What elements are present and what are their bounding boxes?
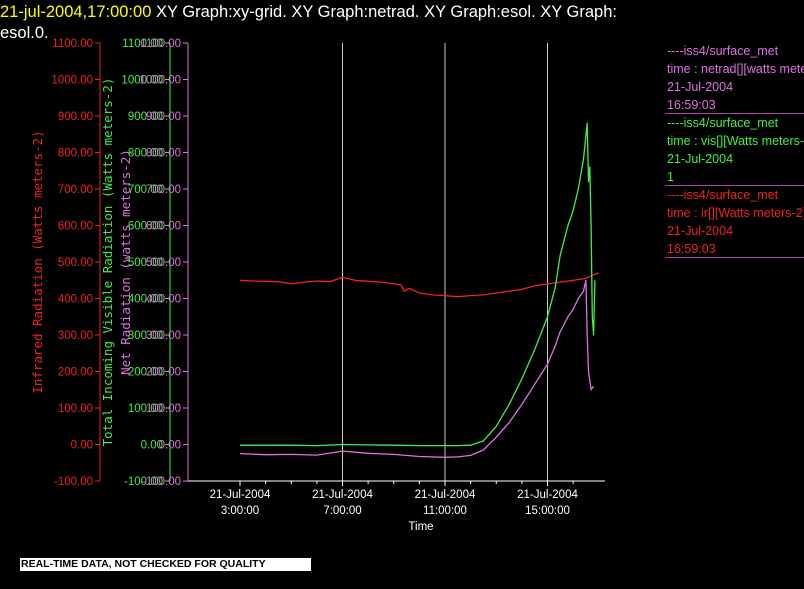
y-tick-label: 500.00: [128, 257, 163, 269]
y-tick-label: 100.00: [146, 403, 181, 415]
legend-entry-line: ----iss4/surface_met: [667, 188, 779, 202]
y-tick-label: 1000.00: [139, 75, 181, 87]
y-tick-label: 100.00: [128, 403, 163, 415]
y-tick-label: 900.00: [146, 111, 181, 123]
y-tick-label: 700.00: [146, 184, 181, 196]
quality-notice: REAL-TIME DATA, NOT CHECKED FOR QUALITY: [20, 558, 311, 571]
y-tick-label: 400.00: [146, 294, 181, 306]
y-tick-label: 600.00: [58, 221, 93, 233]
legend-entry-line: 16:59:03: [667, 98, 716, 112]
series-vis-line: [240, 122, 596, 447]
x-tick-time: 7:00:00: [323, 505, 361, 517]
y-tick-label: -100.00: [54, 476, 93, 488]
y-tick-label: 0.00: [71, 440, 93, 452]
y-axis-title: Infrared Radiation (Watts meters-2): [30, 130, 45, 393]
y-tick-label: 0.00: [159, 440, 181, 452]
y-tick-label: 400.00: [128, 294, 163, 306]
y-tick-label: 300.00: [58, 330, 93, 342]
legend-entry-line: 21-Jul-2004: [667, 80, 734, 94]
x-tick-time: 3:00:00: [221, 505, 259, 517]
y-tick-label: 700.00: [128, 184, 163, 196]
x-tick-date: 21-Jul-2004: [312, 489, 373, 501]
y-tick-label: 0.00: [141, 440, 163, 452]
y-tick-label: 400.00: [58, 294, 93, 306]
x-tick-date: 21-Jul-2004: [517, 489, 578, 501]
x-tick-date: 21-Jul-2004: [210, 489, 271, 501]
y-tick-label: 200.00: [58, 367, 93, 379]
y-tick-label: 500.00: [146, 257, 181, 269]
y-tick-label: 300.00: [128, 330, 163, 342]
y-tick-label: -100.00: [124, 476, 163, 488]
y-tick-label: -100.00: [142, 476, 181, 488]
legend-separator: [665, 113, 804, 114]
y-tick-label: 200.00: [128, 367, 163, 379]
y-tick-label: 300.00: [146, 330, 181, 342]
legend-entry-line: ----iss4/surface_met: [667, 44, 779, 58]
y-tick-label: 800.00: [58, 148, 93, 160]
y-axis-title: Net Radiation (watts meters-2): [118, 149, 133, 375]
y-tick-label: 1100.00: [140, 38, 181, 50]
y-tick-label: 600.00: [128, 221, 163, 233]
y-tick-label: 1000.00: [51, 75, 93, 87]
legend-separator: [665, 185, 804, 186]
y-tick-label: 1100.00: [52, 38, 93, 50]
x-tick-date: 21-Jul-2004: [415, 489, 476, 501]
legend-entry-line: 16:59:03: [667, 242, 716, 256]
graph-titles: XY Graph:xy-grid. XY Graph:netrad. XY Gr…: [151, 3, 617, 21]
legend-entry-line: ----iss4/surface_met: [667, 116, 779, 130]
y-tick-label: 1000.00: [121, 75, 163, 87]
timestamp: 21-jul-2004,17:00:00: [0, 3, 152, 21]
y-tick-label: 500.00: [58, 257, 93, 269]
y-tick-label: 1100.00: [122, 38, 163, 50]
legend-entry-line: time : vis[][Watts meters-2]: [667, 134, 804, 148]
legend-entry-line: time : netrad[][watts meters-2]: [667, 62, 804, 76]
y-axis-title: Total Incoming Visible Radiation (Watts …: [100, 78, 115, 447]
legend-entry-line: 1: [667, 170, 674, 184]
legend-entry-line: 21-Jul-2004: [667, 224, 734, 238]
y-tick-label: 900.00: [58, 111, 93, 123]
y-tick-label: 200.00: [146, 367, 181, 379]
y-tick-label: 100.00: [58, 403, 93, 415]
series-ir-line: [239, 272, 600, 298]
y-tick-label: 700.00: [58, 184, 93, 196]
y-tick-label: 800.00: [146, 148, 181, 160]
graph-titles-continued: esol.0.: [0, 24, 49, 42]
x-axis-title: Time: [408, 521, 433, 533]
x-tick-time: 15:00:00: [525, 505, 570, 517]
chart-header: 21-jul-2004,17:00:00 XY Graph:xy-grid. X…: [0, 2, 780, 44]
y-tick-label: 600.00: [146, 221, 181, 233]
legend-entry-line: 21-Jul-2004: [667, 152, 734, 166]
legend-entry-line: time : ir[][Watts meters-2]: [667, 206, 804, 220]
x-tick-time: 11:00:00: [423, 505, 467, 517]
series-netrad-line: [239, 279, 595, 458]
y-tick-label: 900.00: [128, 111, 163, 123]
y-tick-label: 800.00: [128, 148, 163, 160]
legend-separator: [665, 257, 804, 258]
